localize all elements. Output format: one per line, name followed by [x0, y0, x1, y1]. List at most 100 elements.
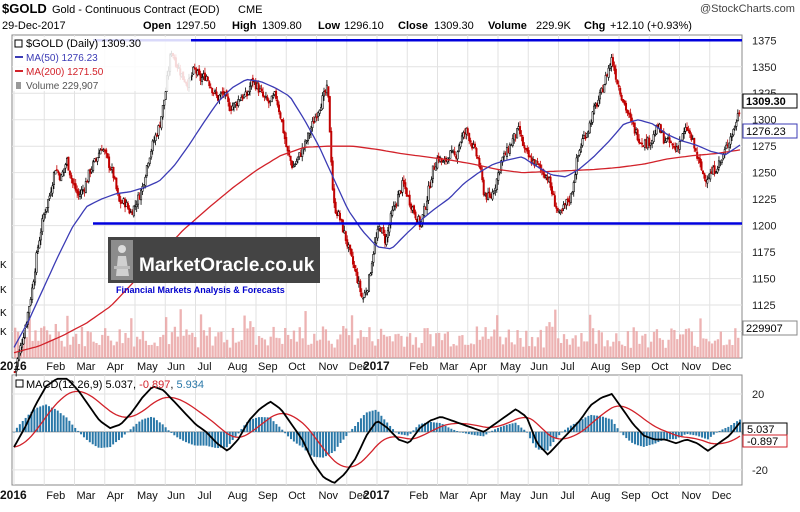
candle-body	[668, 137, 671, 143]
volume-bar	[609, 346, 612, 358]
volume-bar	[705, 338, 708, 358]
candle-body	[478, 157, 481, 168]
candle-body	[359, 280, 362, 293]
volume-bar	[127, 337, 130, 358]
volume-bar	[298, 327, 301, 358]
volume-bar	[51, 339, 55, 358]
macd-histogram-bar	[601, 416, 604, 432]
ma200-legend: MA(200) 1271.50	[26, 67, 104, 78]
volume-bar	[281, 343, 284, 358]
volume-bar	[522, 346, 525, 358]
macd-histogram-bar	[208, 431, 211, 447]
volume-bar	[330, 343, 333, 358]
macd-histogram-bar	[115, 431, 118, 443]
volume-bar	[159, 337, 162, 358]
macd-histogram-bar	[88, 431, 91, 443]
volume-bar	[435, 333, 438, 358]
macd-legend-swatch	[15, 379, 24, 388]
macd-histogram-bar	[727, 426, 730, 432]
macd-histogram-bar	[304, 431, 307, 451]
volume-bar	[104, 328, 107, 358]
macd-histogram-bar	[497, 427, 499, 432]
quote-date: 29-Dec-2017	[2, 20, 66, 32]
volume-bar	[86, 331, 89, 358]
time-tick-label: 2016	[0, 359, 27, 373]
macd-histogram-bar	[721, 429, 724, 432]
volume-bar	[48, 334, 52, 358]
candle-body	[323, 91, 326, 97]
macd-histogram-bar	[333, 431, 336, 452]
candle-body	[611, 57, 614, 66]
volume-bar	[37, 340, 40, 358]
macd-histogram-bar	[205, 431, 208, 446]
candle-body	[694, 148, 697, 151]
macd-histogram-bar	[453, 429, 456, 432]
high-label: High	[232, 20, 257, 32]
macd-histogram-bar	[566, 427, 569, 432]
price-legend-swatch	[14, 39, 23, 48]
time-tick-label: Mar	[77, 361, 96, 373]
macd-histogram-bar	[330, 431, 333, 453]
macd-histogram-bar	[240, 429, 243, 432]
svg-text:1309.30: 1309.30	[746, 96, 786, 108]
macd-histogram-bar	[263, 417, 266, 432]
time-tick-label: Jun	[530, 361, 548, 373]
candle-body	[231, 105, 234, 111]
volume-bar	[475, 326, 479, 358]
candle-body	[700, 161, 703, 171]
candle-body	[119, 199, 122, 204]
volume-bar	[162, 334, 165, 358]
candle-body	[609, 64, 612, 69]
candle-body	[688, 130, 691, 134]
svg-text:-0.897: -0.897	[747, 436, 778, 448]
volume-bar	[510, 342, 513, 358]
candle-body	[232, 102, 235, 108]
candle-body	[426, 200, 429, 211]
volume-bar	[667, 339, 670, 358]
candle-body	[404, 182, 407, 190]
candle-body	[356, 271, 359, 283]
macd-histogram-bar	[429, 421, 432, 432]
volume-bar	[391, 341, 394, 358]
candle-body	[440, 157, 443, 162]
macd-histogram-bar	[220, 431, 223, 448]
candle-body	[686, 127, 689, 131]
svg-text:1276.23: 1276.23	[746, 126, 786, 138]
volume-bar	[43, 326, 46, 358]
candle-body	[728, 142, 731, 148]
candle-body	[701, 170, 704, 174]
volume-bar	[353, 344, 357, 358]
candle-body	[237, 99, 240, 107]
candle-body	[193, 67, 196, 70]
volume-value: 229.9K	[536, 20, 572, 32]
volume-bar	[426, 328, 429, 358]
candle-body	[366, 290, 369, 293]
time-tick-label: Jun	[167, 361, 185, 373]
volume-bar	[533, 346, 537, 358]
macd-histogram-bar	[123, 431, 126, 435]
candle-body	[77, 191, 80, 196]
macd-histogram-bar	[604, 417, 607, 432]
candle-body	[247, 91, 250, 95]
svg-text:5.037: 5.037	[747, 424, 775, 436]
macd-histogram-bar	[374, 409, 377, 432]
volume-bar	[536, 337, 540, 358]
candle-body	[469, 140, 472, 143]
volume-bar	[420, 343, 423, 358]
candle-body	[655, 124, 658, 135]
time-tick-label: May	[500, 361, 521, 373]
candle-body	[678, 141, 681, 150]
candle-body	[362, 297, 365, 300]
macd-histogram-bar	[266, 417, 269, 432]
macd-histogram-bar	[733, 422, 736, 432]
time-tick-label: Sep	[258, 361, 278, 373]
volume-bar	[661, 339, 664, 358]
candle-body	[106, 153, 109, 158]
macd-histogram-bar	[269, 417, 272, 432]
macd-histogram-bar	[193, 431, 196, 446]
macd-histogram-bar	[704, 431, 707, 439]
candle-body	[227, 96, 230, 102]
candle-body	[140, 189, 143, 201]
time-axis: 2016 2016 Feb Feb Mar Mar Apr Apr May May Jun Jun Ju…	[0, 359, 732, 502]
volume-bar	[408, 333, 412, 358]
